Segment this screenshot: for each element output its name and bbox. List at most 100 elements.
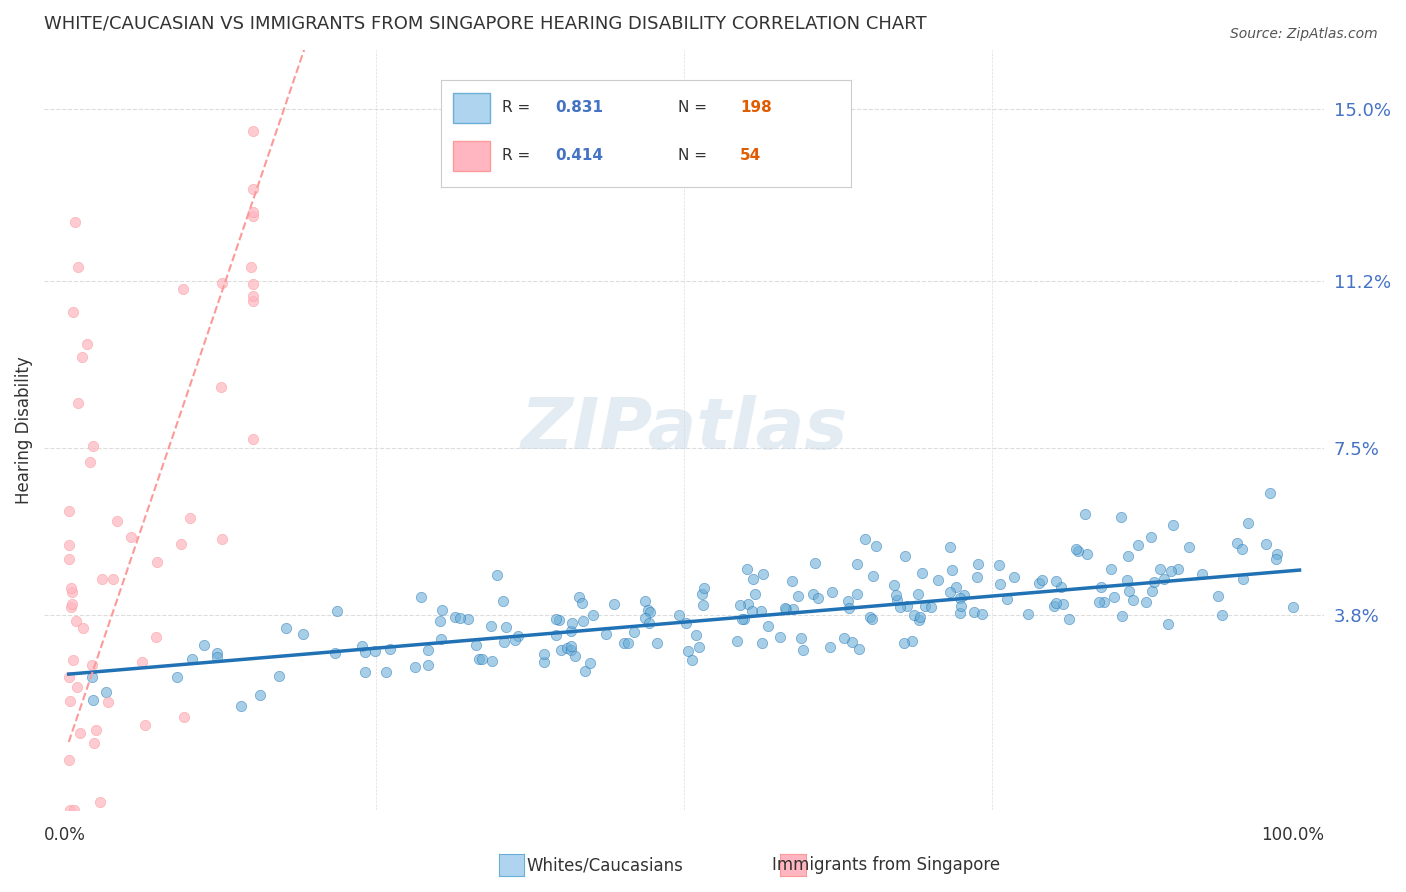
Point — [744, 587, 766, 601]
Point — [801, 587, 824, 601]
Point — [533, 647, 555, 661]
Point — [792, 642, 814, 657]
Point — [1149, 562, 1171, 576]
Point — [690, 587, 713, 601]
Point — [893, 636, 915, 650]
Point — [479, 619, 502, 633]
Point — [242, 277, 264, 291]
Point — [547, 613, 569, 627]
Point — [550, 643, 572, 657]
Point — [418, 643, 440, 657]
Point — [564, 649, 586, 664]
Point — [820, 640, 842, 655]
Point — [907, 587, 929, 601]
Point — [838, 601, 860, 615]
Point — [65, 615, 87, 629]
Point — [82, 693, 104, 707]
Point — [62, 803, 84, 817]
Point — [94, 685, 117, 699]
Point — [1109, 510, 1132, 524]
Point — [63, 215, 86, 229]
Point — [411, 590, 433, 604]
Point — [326, 604, 349, 618]
Point — [1254, 537, 1277, 551]
Point — [495, 620, 517, 634]
Point — [741, 604, 763, 618]
Point — [995, 592, 1018, 607]
Point — [911, 566, 934, 581]
Point — [193, 638, 215, 652]
Point — [1282, 599, 1305, 614]
Point — [59, 803, 82, 817]
Point — [1101, 562, 1123, 576]
Point — [634, 594, 657, 608]
Point — [733, 612, 755, 626]
Point — [66, 395, 89, 409]
Point — [572, 614, 595, 628]
Point — [841, 634, 863, 648]
Point — [58, 538, 80, 552]
Point — [860, 612, 883, 626]
Point — [82, 658, 104, 673]
Point — [910, 609, 932, 624]
Point — [1161, 518, 1184, 533]
Point — [1211, 608, 1233, 623]
Point — [364, 643, 387, 657]
Point — [179, 511, 201, 525]
Point — [60, 600, 83, 615]
Point — [886, 588, 908, 602]
Point — [1265, 547, 1288, 561]
Point — [574, 665, 596, 679]
Point — [837, 593, 859, 607]
Point — [821, 585, 844, 599]
Point — [205, 650, 228, 665]
Point — [83, 736, 105, 750]
Point — [62, 653, 84, 667]
Point — [58, 753, 80, 767]
Point — [1122, 593, 1144, 607]
Point — [242, 124, 264, 138]
Point — [1126, 538, 1149, 552]
Point — [60, 585, 83, 599]
Point — [634, 611, 657, 625]
Point — [59, 694, 82, 708]
Point — [323, 646, 346, 660]
Point — [903, 608, 925, 623]
Point — [560, 643, 582, 657]
Point — [1017, 607, 1039, 621]
Point — [62, 305, 84, 319]
Point — [173, 710, 195, 724]
Point — [804, 556, 827, 570]
Point — [637, 603, 659, 617]
Point — [1153, 573, 1175, 587]
Point — [938, 585, 960, 599]
Text: Source: ZipAtlas.com: Source: ZipAtlas.com — [1230, 27, 1378, 41]
Point — [894, 549, 917, 564]
Point — [751, 567, 773, 582]
Point — [544, 612, 567, 626]
Point — [468, 652, 491, 666]
Point — [953, 588, 976, 602]
Point — [70, 351, 93, 365]
Point — [1118, 583, 1140, 598]
Point — [846, 587, 869, 601]
Point — [886, 592, 908, 607]
Point — [751, 604, 773, 618]
Point — [950, 599, 973, 614]
Point — [1116, 549, 1139, 564]
Point — [756, 619, 779, 633]
Point — [582, 607, 605, 622]
Point — [782, 574, 804, 588]
Point — [76, 337, 98, 351]
Text: 0.0%: 0.0% — [44, 826, 86, 844]
Point — [688, 640, 710, 654]
Point — [865, 539, 887, 553]
Point — [544, 628, 567, 642]
Point — [242, 182, 264, 196]
Point — [1074, 507, 1097, 521]
Point — [170, 537, 193, 551]
Point — [84, 723, 107, 737]
Point — [58, 504, 80, 518]
Point — [58, 670, 80, 684]
Point — [105, 514, 128, 528]
